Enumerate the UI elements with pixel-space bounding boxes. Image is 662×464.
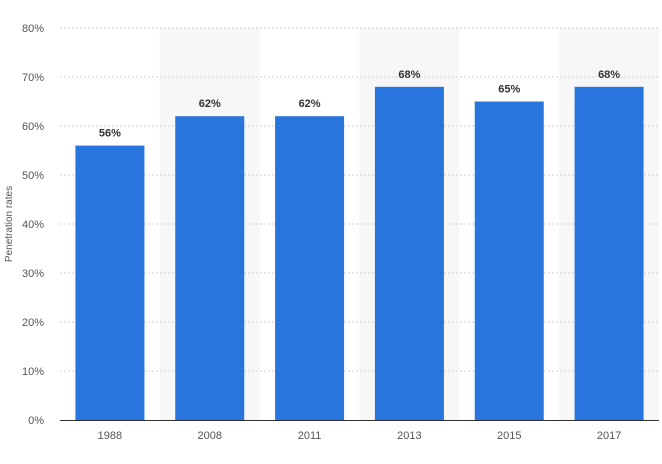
data-label-2011: 62% (299, 98, 321, 110)
data-label-2013: 68% (398, 69, 420, 81)
data-label-2008: 62% (199, 98, 221, 110)
data-labels: 56% 62% 62% 68% 65% 68% (99, 69, 620, 140)
y-tick-label: 0% (28, 415, 44, 427)
x-tick-label-2008: 2008 (198, 430, 222, 442)
bar-1988 (75, 145, 145, 420)
y-tick-label: 20% (22, 317, 44, 329)
bar-2015 (474, 101, 544, 420)
x-tick-label-2011: 2011 (298, 430, 322, 442)
x-tick-label-1988: 1988 (98, 430, 122, 442)
y-tick-label: 30% (22, 268, 44, 280)
y-tick-label: 50% (22, 170, 44, 182)
y-axis-title: Penetration rates (4, 186, 15, 262)
x-tick-label-2015: 2015 (497, 430, 521, 442)
bar-2011 (275, 116, 345, 420)
y-axis-ticks: 0% 10% 20% 30% 40% 50% 60% 70% 80% (22, 23, 44, 427)
bar-2008 (175, 116, 245, 420)
x-axis-ticks: 1988 2008 2011 2013 2015 2017 (98, 430, 622, 442)
bars (75, 86, 644, 421)
y-tick-label: 60% (22, 121, 44, 133)
data-label-2017: 68% (598, 69, 620, 81)
y-tick-label: 40% (22, 219, 44, 231)
x-tick-label-2017: 2017 (597, 430, 621, 442)
data-label-2015: 65% (498, 84, 520, 96)
data-label-1988: 56% (99, 128, 121, 140)
x-tick-label-2013: 2013 (397, 430, 421, 442)
bar-2017 (574, 86, 644, 421)
y-tick-label: 80% (22, 23, 44, 35)
bar-2013 (374, 86, 444, 421)
y-tick-label: 70% (22, 72, 44, 84)
y-tick-label: 10% (22, 366, 44, 378)
